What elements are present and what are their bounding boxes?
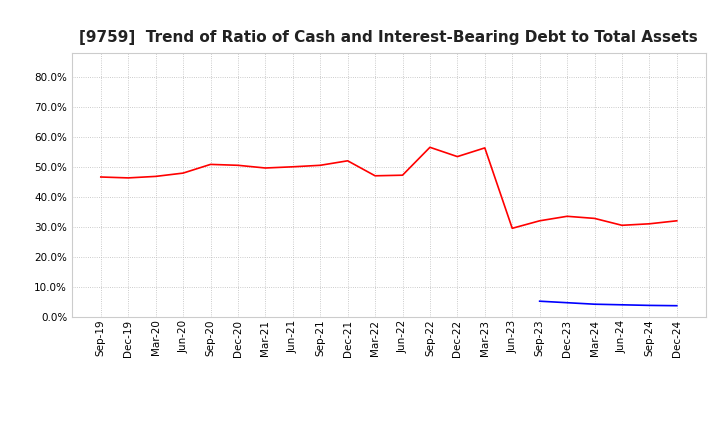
Cash bbox=[261, 165, 270, 171]
Interest-Bearing Debt bbox=[645, 303, 654, 308]
Cash bbox=[590, 216, 599, 221]
Cash bbox=[453, 154, 462, 159]
Interest-Bearing Debt bbox=[672, 303, 681, 308]
Cash bbox=[124, 175, 132, 180]
Cash bbox=[426, 145, 434, 150]
Interest-Bearing Debt bbox=[590, 301, 599, 307]
Cash bbox=[151, 174, 160, 179]
Cash bbox=[371, 173, 379, 179]
Cash bbox=[618, 223, 626, 228]
Cash bbox=[398, 172, 407, 178]
Cash bbox=[316, 163, 325, 168]
Cash bbox=[206, 162, 215, 167]
Cash bbox=[289, 164, 297, 169]
Cash bbox=[672, 218, 681, 224]
Interest-Bearing Debt bbox=[618, 302, 626, 308]
Cash bbox=[563, 214, 572, 219]
Cash bbox=[96, 174, 105, 180]
Cash bbox=[645, 221, 654, 227]
Cash bbox=[536, 218, 544, 224]
Line: Cash: Cash bbox=[101, 147, 677, 228]
Cash bbox=[179, 170, 187, 176]
Cash bbox=[343, 158, 352, 163]
Cash bbox=[233, 163, 242, 168]
Cash bbox=[480, 145, 489, 150]
Cash bbox=[508, 226, 516, 231]
Title: [9759]  Trend of Ratio of Cash and Interest-Bearing Debt to Total Assets: [9759] Trend of Ratio of Cash and Intere… bbox=[79, 29, 698, 45]
Interest-Bearing Debt bbox=[536, 299, 544, 304]
Line: Interest-Bearing Debt: Interest-Bearing Debt bbox=[540, 301, 677, 306]
Interest-Bearing Debt bbox=[563, 300, 572, 305]
